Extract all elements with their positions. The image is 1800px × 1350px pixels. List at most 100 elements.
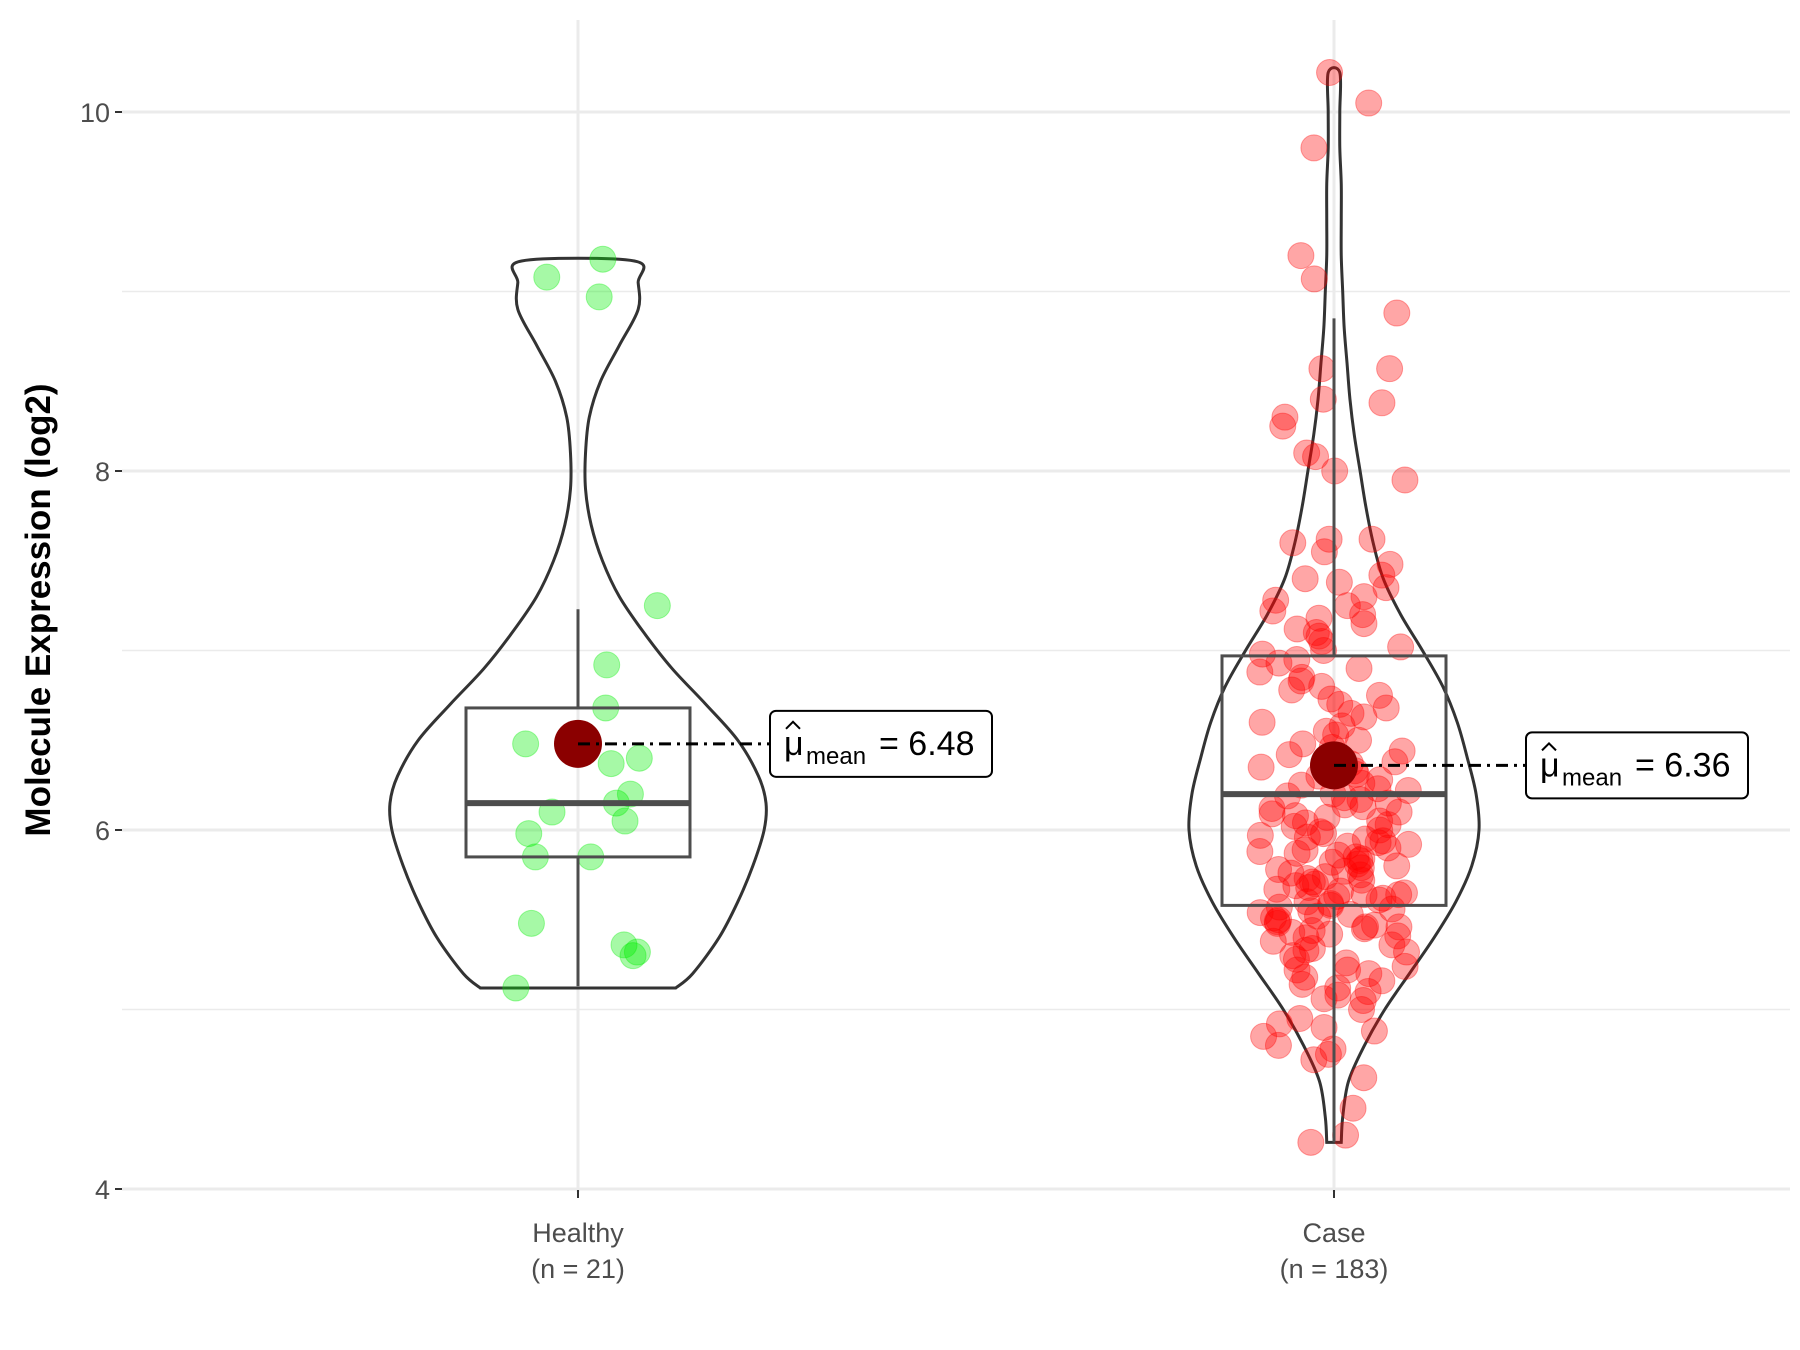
data-point-case <box>1310 820 1338 848</box>
data-point-healthy <box>502 974 530 1002</box>
data-point-case <box>1316 920 1344 948</box>
data-point-case <box>1360 1017 1388 1045</box>
data-point-case <box>1293 864 1321 892</box>
y-axis-title: Molecule Expression (log2) <box>19 383 58 836</box>
data-point-case <box>1326 690 1354 718</box>
data-point-case <box>1351 825 1379 853</box>
data-point-case <box>1288 663 1316 691</box>
data-point-case <box>1315 525 1343 553</box>
data-point-case <box>1298 934 1326 962</box>
data-point-healthy <box>597 750 625 778</box>
mean-value-label: = 6.36 <box>1635 746 1730 784</box>
data-point-healthy <box>619 942 647 970</box>
data-point-case <box>1298 868 1326 896</box>
data-point-healthy <box>610 931 638 959</box>
x-tick-label: Case <box>1302 1218 1365 1248</box>
data-point-case <box>1264 909 1292 937</box>
data-point-case <box>1287 667 1315 695</box>
data-point-healthy <box>593 651 621 679</box>
data-point-case <box>1323 882 1351 910</box>
data-point-case <box>1385 913 1413 941</box>
data-point-case <box>1337 699 1365 727</box>
data-point-case <box>1292 924 1320 952</box>
data-point-case <box>1248 640 1276 668</box>
data-point-case <box>1269 412 1297 440</box>
data-point-case <box>1345 654 1373 682</box>
data-point-case <box>1324 841 1352 869</box>
data-point-case <box>1355 960 1383 988</box>
violin-case <box>1187 66 1481 1144</box>
data-point-case <box>1293 888 1321 916</box>
data-point-case <box>1279 529 1307 557</box>
data-point-case <box>1247 753 1275 781</box>
mean-annotations: μ mean = 6.48μ mean = 6.36 <box>578 709 1749 800</box>
data-point-case <box>1262 586 1290 614</box>
data-point-case <box>1291 836 1319 864</box>
data-point-case <box>1283 645 1311 673</box>
data-point-case <box>1263 908 1291 936</box>
data-point-case <box>1372 574 1400 602</box>
data-point-case <box>1246 838 1274 866</box>
data-point-case <box>1372 694 1400 722</box>
y-tick-label: 10 <box>80 98 110 128</box>
data-point-case <box>1324 981 1352 1009</box>
data-point-case <box>1343 850 1371 878</box>
data-point-case <box>1311 863 1339 891</box>
data-point-case <box>1316 59 1344 87</box>
data-point-healthy <box>585 283 613 311</box>
data-point-case <box>1305 604 1333 632</box>
data-point-case <box>1250 1022 1278 1050</box>
data-point-case <box>1293 439 1321 467</box>
data-point-healthy <box>611 807 639 835</box>
data-point-case <box>1246 658 1274 686</box>
data-point-case <box>1310 985 1338 1013</box>
data-point-case <box>1305 622 1333 650</box>
data-point-case <box>1248 708 1276 736</box>
data-point-case <box>1279 942 1307 970</box>
data-point-case <box>1368 561 1396 589</box>
data-point-case <box>1258 800 1286 828</box>
y-tick-label: 8 <box>95 457 110 487</box>
data-point-case <box>1324 974 1352 1002</box>
data-point-case <box>1330 857 1358 885</box>
data-point-case <box>1318 848 1346 876</box>
x-tick-n-label: (n = 21) <box>531 1254 625 1284</box>
data-point-case <box>1355 89 1383 117</box>
data-point-case <box>1291 809 1319 837</box>
mean-value-label: = 6.48 <box>879 725 974 763</box>
data-point-healthy <box>643 592 671 620</box>
data-point-case <box>1313 803 1341 831</box>
data-point-case <box>1289 730 1317 758</box>
data-point-case <box>1298 917 1326 945</box>
data-point-healthy <box>515 820 543 848</box>
data-point-case <box>1383 852 1411 880</box>
data-point-case <box>1348 845 1376 873</box>
data-point-case <box>1391 952 1419 980</box>
data-point-case <box>1350 583 1378 611</box>
data-point-healthy <box>517 909 545 937</box>
data-point-case <box>1393 938 1421 966</box>
data-point-case <box>1265 1010 1293 1038</box>
data-point-case <box>1334 832 1362 860</box>
data-point-case <box>1345 726 1373 754</box>
data-point-case <box>1336 900 1364 928</box>
mean-label-box <box>1525 731 1749 800</box>
data-point-case <box>1310 1013 1338 1041</box>
mean-subscript: mean <box>1562 764 1622 791</box>
data-point-case <box>1306 818 1334 846</box>
data-point-case <box>1348 866 1376 894</box>
data-point-case <box>1388 737 1416 765</box>
data-point-case <box>1265 855 1293 883</box>
mean-symbol: μ <box>784 725 804 763</box>
data-point-case <box>1350 703 1378 731</box>
data-point-case <box>1332 1121 1360 1149</box>
data-point-case <box>1366 807 1394 835</box>
data-point-case <box>1381 748 1409 776</box>
data-point-case <box>1342 843 1370 871</box>
data-point-case <box>1317 685 1345 713</box>
data-point-case <box>1297 1128 1325 1156</box>
data-point-case <box>1350 915 1378 943</box>
data-point-case <box>1302 619 1330 647</box>
data-point-case <box>1300 265 1328 293</box>
